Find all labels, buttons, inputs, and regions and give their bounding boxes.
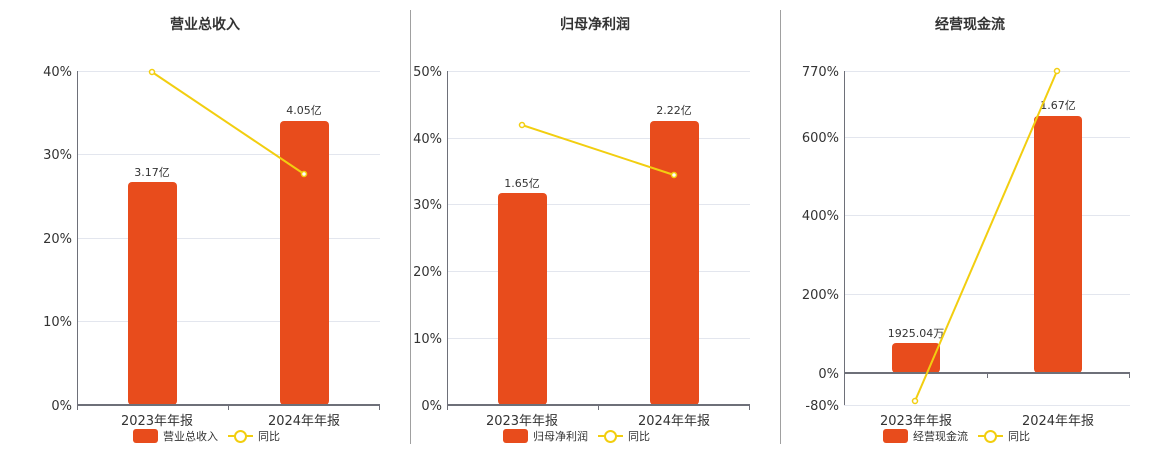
line-marker-icon	[228, 429, 253, 443]
gridlines	[77, 71, 380, 322]
x-axis-labels: 2023年年报 2024年年报	[486, 414, 710, 429]
x-axis-ticks	[77, 405, 380, 410]
svg-text:0%: 0%	[421, 399, 442, 414]
x-axis-labels: 2023年年报 2024年年报	[121, 414, 340, 429]
bar-swatch-icon	[883, 429, 908, 443]
panel-divider	[410, 10, 411, 444]
chart-title: 经营现金流	[935, 17, 1005, 33]
svg-text:2023年年报: 2023年年报	[486, 414, 558, 429]
chart-panel-net-profit: 归母净利润 50% 40% 30% 20% 10% 0% 1.65亿 2.22亿	[370, 0, 780, 450]
svg-text:3.17亿: 3.17亿	[134, 166, 170, 179]
bar-2024[interactable]	[280, 121, 329, 405]
svg-text:20%: 20%	[413, 265, 442, 280]
svg-text:20%: 20%	[43, 232, 72, 247]
bar-2024[interactable]	[650, 121, 699, 405]
chart-panel-operating-cash-flow: 经营现金流 770% 600% 400% 200% 0% -80% 1925.0…	[767, 0, 1160, 450]
svg-text:600%: 600%	[802, 131, 839, 146]
yoy-point-2024[interactable]	[670, 171, 678, 179]
legend: 营业总收入 同比	[133, 428, 280, 444]
svg-text:770%: 770%	[802, 65, 839, 80]
panel-divider	[780, 10, 781, 444]
yoy-line[interactable]	[911, 67, 1061, 405]
bar-2023[interactable]	[892, 343, 940, 373]
gridlines	[844, 71, 1130, 406]
y-axis-labels: 50% 40% 30% 20% 10% 0%	[413, 65, 442, 414]
y-axis-labels: 40% 30% 20% 10% 0%	[43, 65, 72, 414]
legend-item-bar[interactable]: 归母净利润	[503, 428, 588, 444]
yoy-point-2024[interactable]	[1053, 67, 1061, 75]
legend: 经营现金流 同比	[883, 428, 1030, 444]
svg-text:40%: 40%	[413, 132, 442, 147]
bar-value-labels: 3.17亿 4.05亿	[134, 104, 322, 179]
yoy-point-2023[interactable]	[911, 397, 919, 405]
svg-text:2023年年报: 2023年年报	[121, 414, 193, 429]
gridlines	[447, 71, 750, 339]
svg-text:400%: 400%	[802, 209, 839, 224]
svg-text:2024年年报: 2024年年报	[638, 414, 710, 429]
bar-value-labels: 1925.04万 1.67亿	[888, 99, 1076, 340]
bar-2024[interactable]	[1034, 116, 1082, 373]
chart-title: 归母净利润	[560, 17, 630, 33]
svg-text:30%: 30%	[43, 148, 72, 163]
svg-text:-80%: -80%	[805, 399, 839, 414]
svg-text:40%: 40%	[43, 65, 72, 80]
bar-swatch-icon	[503, 429, 528, 443]
svg-text:2.22亿: 2.22亿	[656, 104, 692, 117]
legend-item-yoy[interactable]: 同比	[218, 428, 280, 444]
svg-text:4.05亿: 4.05亿	[286, 104, 322, 117]
chart-canvas: 40% 30% 20% 10% 0% 3.17亿 4.05亿 2023年年报 2…	[43, 65, 380, 429]
x-axis-ticks	[844, 373, 1130, 378]
svg-text:2024年年报: 2024年年报	[268, 414, 340, 429]
yoy-line[interactable]	[518, 121, 678, 179]
bar-2023[interactable]	[498, 193, 547, 405]
legend: 归母净利润 同比	[503, 428, 650, 444]
legend-item-bar[interactable]: 经营现金流	[883, 428, 968, 444]
svg-text:10%: 10%	[413, 332, 442, 347]
bar-value-labels: 1.65亿 2.22亿	[504, 104, 692, 190]
svg-text:30%: 30%	[413, 198, 442, 213]
svg-text:0%: 0%	[51, 399, 72, 414]
svg-text:1.65亿: 1.65亿	[504, 177, 540, 190]
x-axis-labels: 2023年年报 2024年年报	[880, 414, 1094, 429]
svg-text:1925.04万: 1925.04万	[888, 327, 945, 340]
x-axis-ticks	[447, 405, 750, 410]
bar-swatch-icon	[133, 429, 158, 443]
chart-title: 营业总收入	[170, 17, 240, 33]
bar-2023[interactable]	[128, 182, 177, 405]
line-marker-icon	[598, 429, 623, 443]
svg-text:0%: 0%	[818, 367, 839, 382]
legend-item-yoy[interactable]: 同比	[968, 428, 1030, 444]
yoy-line[interactable]	[148, 68, 308, 178]
yoy-point-2024[interactable]	[300, 170, 308, 178]
svg-text:2023年年报: 2023年年报	[880, 414, 952, 429]
svg-text:10%: 10%	[43, 315, 72, 330]
svg-text:200%: 200%	[802, 288, 839, 303]
legend-item-bar[interactable]: 营业总收入	[133, 428, 218, 444]
svg-text:2024年年报: 2024年年报	[1022, 414, 1094, 429]
svg-text:50%: 50%	[413, 65, 442, 80]
svg-text:1.67亿: 1.67亿	[1040, 99, 1076, 112]
y-axis-labels: 770% 600% 400% 200% 0% -80%	[802, 65, 839, 414]
legend-item-yoy[interactable]: 同比	[588, 428, 650, 444]
line-marker-icon	[978, 429, 1003, 443]
yoy-point-2023[interactable]	[148, 68, 156, 76]
chart-canvas: 770% 600% 400% 200% 0% -80% 1925.04万 1.6…	[802, 65, 1130, 429]
chart-panel-revenue: 营业总收入 40% 30% 20% 10% 0% 3.17亿 4.05亿	[0, 0, 410, 450]
yoy-point-2023[interactable]	[518, 121, 526, 129]
chart-canvas: 50% 40% 30% 20% 10% 0% 1.65亿 2.22亿 2023年…	[413, 65, 750, 429]
